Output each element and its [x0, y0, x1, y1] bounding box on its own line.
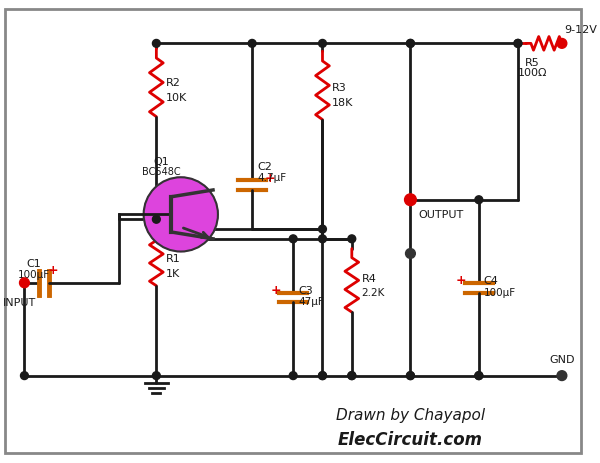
Text: 1K: 1K — [166, 269, 181, 278]
Circle shape — [319, 235, 326, 243]
Circle shape — [475, 196, 483, 204]
Circle shape — [319, 225, 326, 233]
Circle shape — [404, 194, 416, 206]
Circle shape — [319, 372, 326, 380]
Circle shape — [475, 372, 483, 380]
Circle shape — [557, 371, 567, 381]
Circle shape — [20, 372, 28, 380]
Circle shape — [248, 40, 256, 48]
Circle shape — [319, 40, 326, 48]
Circle shape — [289, 235, 297, 243]
Text: R2: R2 — [166, 78, 181, 88]
Text: BC548C: BC548C — [142, 167, 181, 177]
Circle shape — [152, 216, 160, 224]
Circle shape — [348, 235, 356, 243]
Text: R4: R4 — [362, 273, 376, 283]
Circle shape — [406, 249, 415, 259]
Text: R1: R1 — [166, 254, 181, 264]
Text: 4.7μF: 4.7μF — [257, 173, 286, 183]
Circle shape — [407, 372, 415, 380]
Text: ElecCircuit.com: ElecCircuit.com — [338, 430, 483, 448]
Circle shape — [558, 372, 566, 380]
Text: 2.2K: 2.2K — [362, 287, 385, 297]
Text: 100μF: 100μF — [484, 287, 516, 297]
Text: C3: C3 — [298, 285, 313, 295]
Text: Q1: Q1 — [154, 156, 169, 166]
Text: +: + — [265, 171, 275, 184]
Circle shape — [20, 278, 29, 288]
Text: +: + — [456, 274, 467, 287]
Text: GND: GND — [549, 354, 575, 364]
Circle shape — [319, 372, 326, 380]
Circle shape — [152, 372, 160, 380]
Text: 10K: 10K — [166, 93, 187, 103]
Text: 18K: 18K — [332, 98, 353, 108]
Circle shape — [143, 178, 218, 252]
Circle shape — [407, 40, 415, 48]
Circle shape — [152, 40, 160, 48]
Text: R5: R5 — [525, 58, 540, 68]
Circle shape — [557, 39, 567, 49]
Text: C1: C1 — [27, 259, 41, 269]
Text: +: + — [270, 283, 281, 296]
Circle shape — [348, 372, 356, 380]
Text: C2: C2 — [257, 161, 272, 171]
Circle shape — [348, 372, 356, 380]
Circle shape — [407, 40, 415, 48]
Text: Drawn by Chayapol: Drawn by Chayapol — [336, 407, 485, 422]
Text: 47μF: 47μF — [298, 297, 324, 307]
Circle shape — [289, 372, 297, 380]
Text: 100Ω: 100Ω — [518, 68, 547, 78]
Text: OUTPUT: OUTPUT — [418, 210, 464, 220]
Text: C4: C4 — [484, 275, 499, 285]
Text: INPUT: INPUT — [3, 298, 36, 308]
Text: R3: R3 — [332, 83, 347, 93]
Text: 9-12V: 9-12V — [564, 25, 597, 35]
Text: 100μF: 100μF — [18, 269, 50, 279]
Circle shape — [407, 372, 415, 380]
Circle shape — [475, 372, 483, 380]
Text: +: + — [47, 263, 58, 276]
Circle shape — [514, 40, 522, 48]
Circle shape — [514, 40, 522, 48]
